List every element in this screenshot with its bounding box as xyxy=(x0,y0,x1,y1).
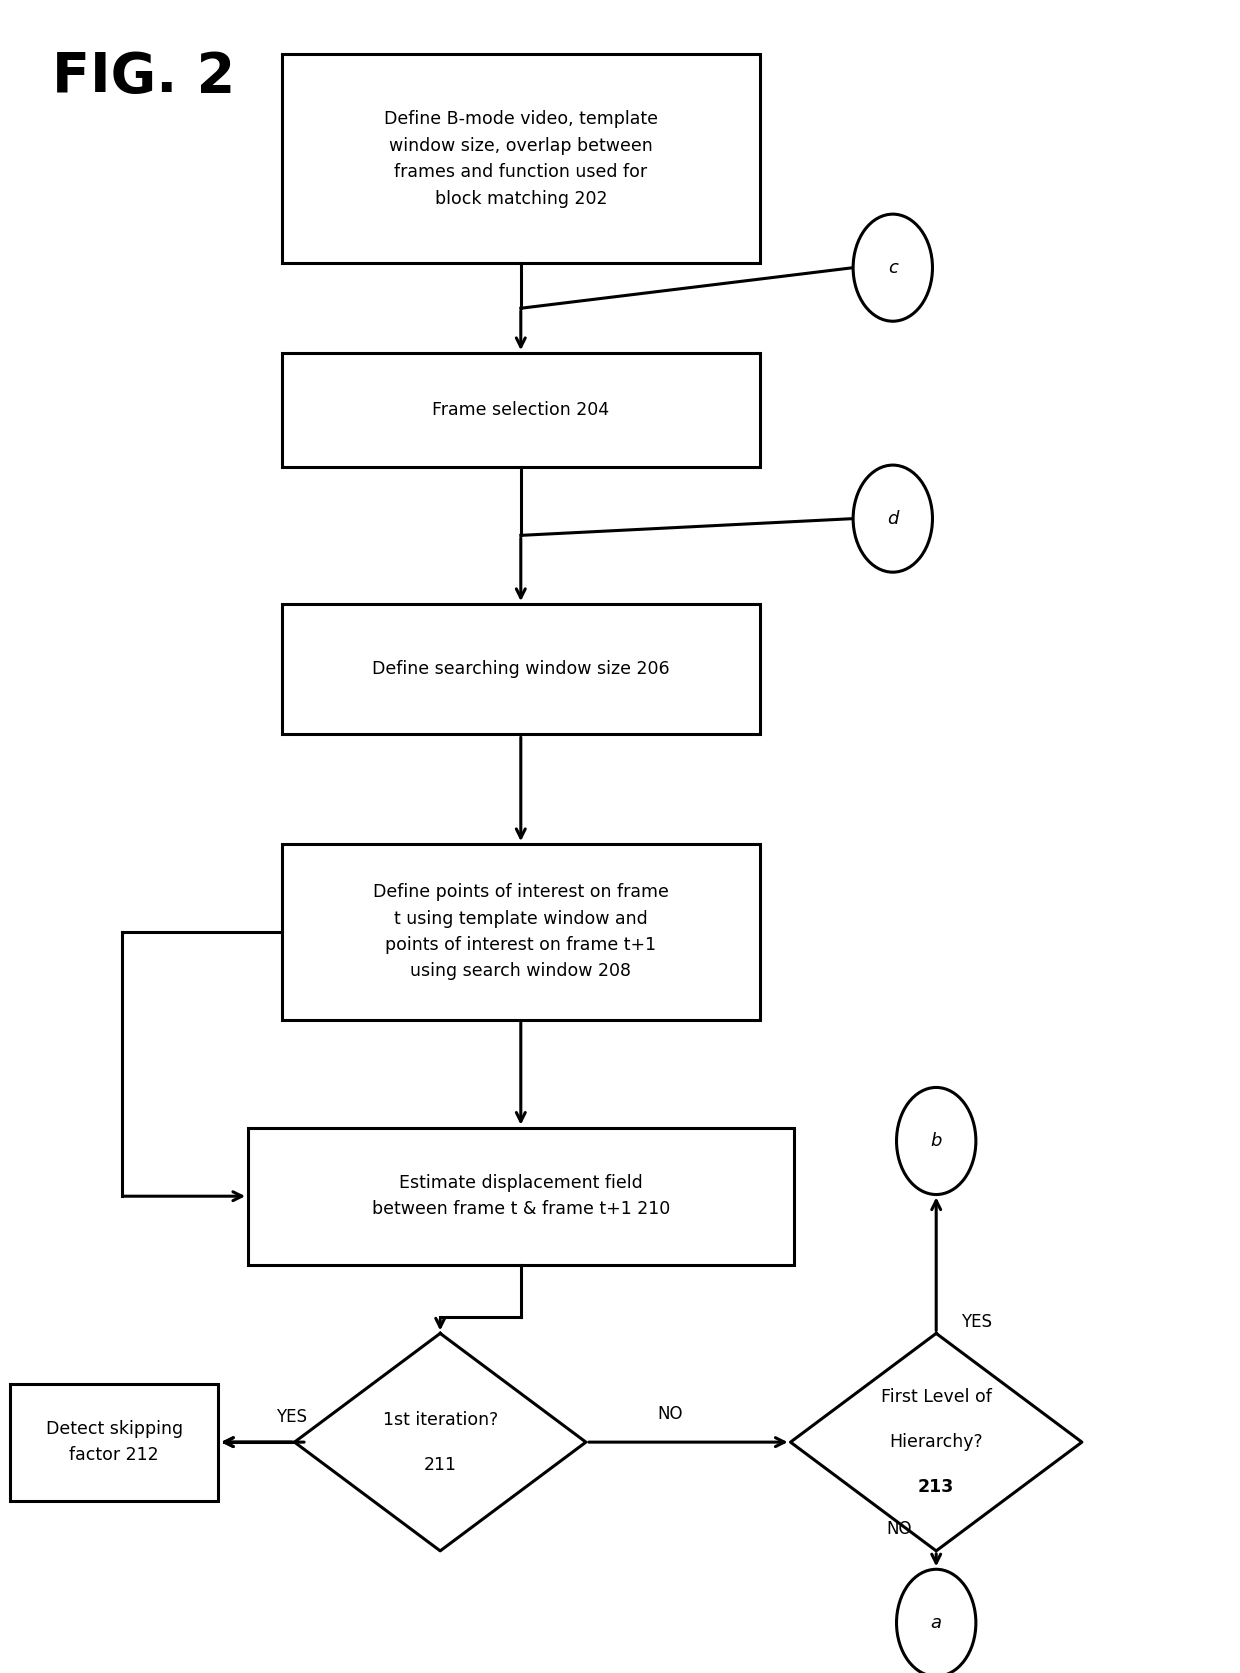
Text: YES: YES xyxy=(277,1409,308,1425)
FancyBboxPatch shape xyxy=(281,604,759,734)
Text: Define points of interest on frame
t using template window and
points of interes: Define points of interest on frame t usi… xyxy=(373,883,668,980)
Text: 1st iteration?: 1st iteration? xyxy=(383,1410,497,1429)
Text: a: a xyxy=(931,1614,941,1631)
FancyBboxPatch shape xyxy=(281,845,759,1021)
Text: d: d xyxy=(887,510,899,527)
Circle shape xyxy=(897,1569,976,1673)
Text: Define B-mode video, template
window size, overlap between
frames and function u: Define B-mode video, template window siz… xyxy=(384,110,657,207)
Text: b: b xyxy=(930,1133,942,1149)
Text: First Level of: First Level of xyxy=(880,1389,992,1405)
Text: 213: 213 xyxy=(918,1479,955,1496)
Text: YES: YES xyxy=(961,1313,992,1330)
Text: Frame selection 204: Frame selection 204 xyxy=(433,402,609,418)
FancyBboxPatch shape xyxy=(248,1128,794,1265)
Circle shape xyxy=(853,214,932,321)
Circle shape xyxy=(853,465,932,572)
Polygon shape xyxy=(295,1333,585,1551)
FancyBboxPatch shape xyxy=(281,353,759,467)
Text: c: c xyxy=(888,259,898,276)
Text: NO: NO xyxy=(657,1405,683,1422)
Polygon shape xyxy=(791,1333,1081,1551)
Circle shape xyxy=(897,1087,976,1195)
FancyBboxPatch shape xyxy=(281,55,759,264)
Text: Estimate displacement field
between frame t & frame t+1 210: Estimate displacement field between fram… xyxy=(372,1174,670,1218)
Text: Define searching window size 206: Define searching window size 206 xyxy=(372,661,670,678)
Text: 211: 211 xyxy=(424,1456,456,1474)
FancyBboxPatch shape xyxy=(10,1384,218,1501)
Text: NO: NO xyxy=(885,1521,911,1537)
Text: FIG. 2: FIG. 2 xyxy=(52,50,236,104)
Text: Detect skipping
factor 212: Detect skipping factor 212 xyxy=(46,1420,182,1464)
Text: Hierarchy?: Hierarchy? xyxy=(889,1434,983,1450)
